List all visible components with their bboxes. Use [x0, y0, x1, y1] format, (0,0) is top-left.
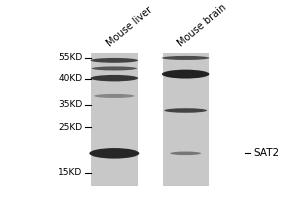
Ellipse shape: [170, 152, 201, 155]
Text: 35KD: 35KD: [58, 100, 82, 109]
Ellipse shape: [91, 75, 138, 81]
Text: 40KD: 40KD: [58, 74, 82, 83]
Ellipse shape: [92, 66, 137, 70]
Ellipse shape: [164, 108, 207, 113]
Ellipse shape: [91, 58, 138, 63]
Text: 25KD: 25KD: [58, 123, 82, 132]
Ellipse shape: [94, 94, 134, 98]
Bar: [158, 53, 163, 186]
Text: SAT2: SAT2: [254, 148, 280, 158]
Text: Mouse liver: Mouse liver: [105, 4, 154, 48]
Ellipse shape: [162, 70, 209, 79]
Ellipse shape: [89, 148, 139, 159]
Text: 55KD: 55KD: [58, 53, 82, 62]
Text: Mouse brain: Mouse brain: [176, 2, 229, 48]
Bar: [91, 53, 138, 186]
Text: 15KD: 15KD: [58, 168, 82, 177]
Ellipse shape: [162, 56, 209, 60]
Bar: [162, 53, 209, 186]
